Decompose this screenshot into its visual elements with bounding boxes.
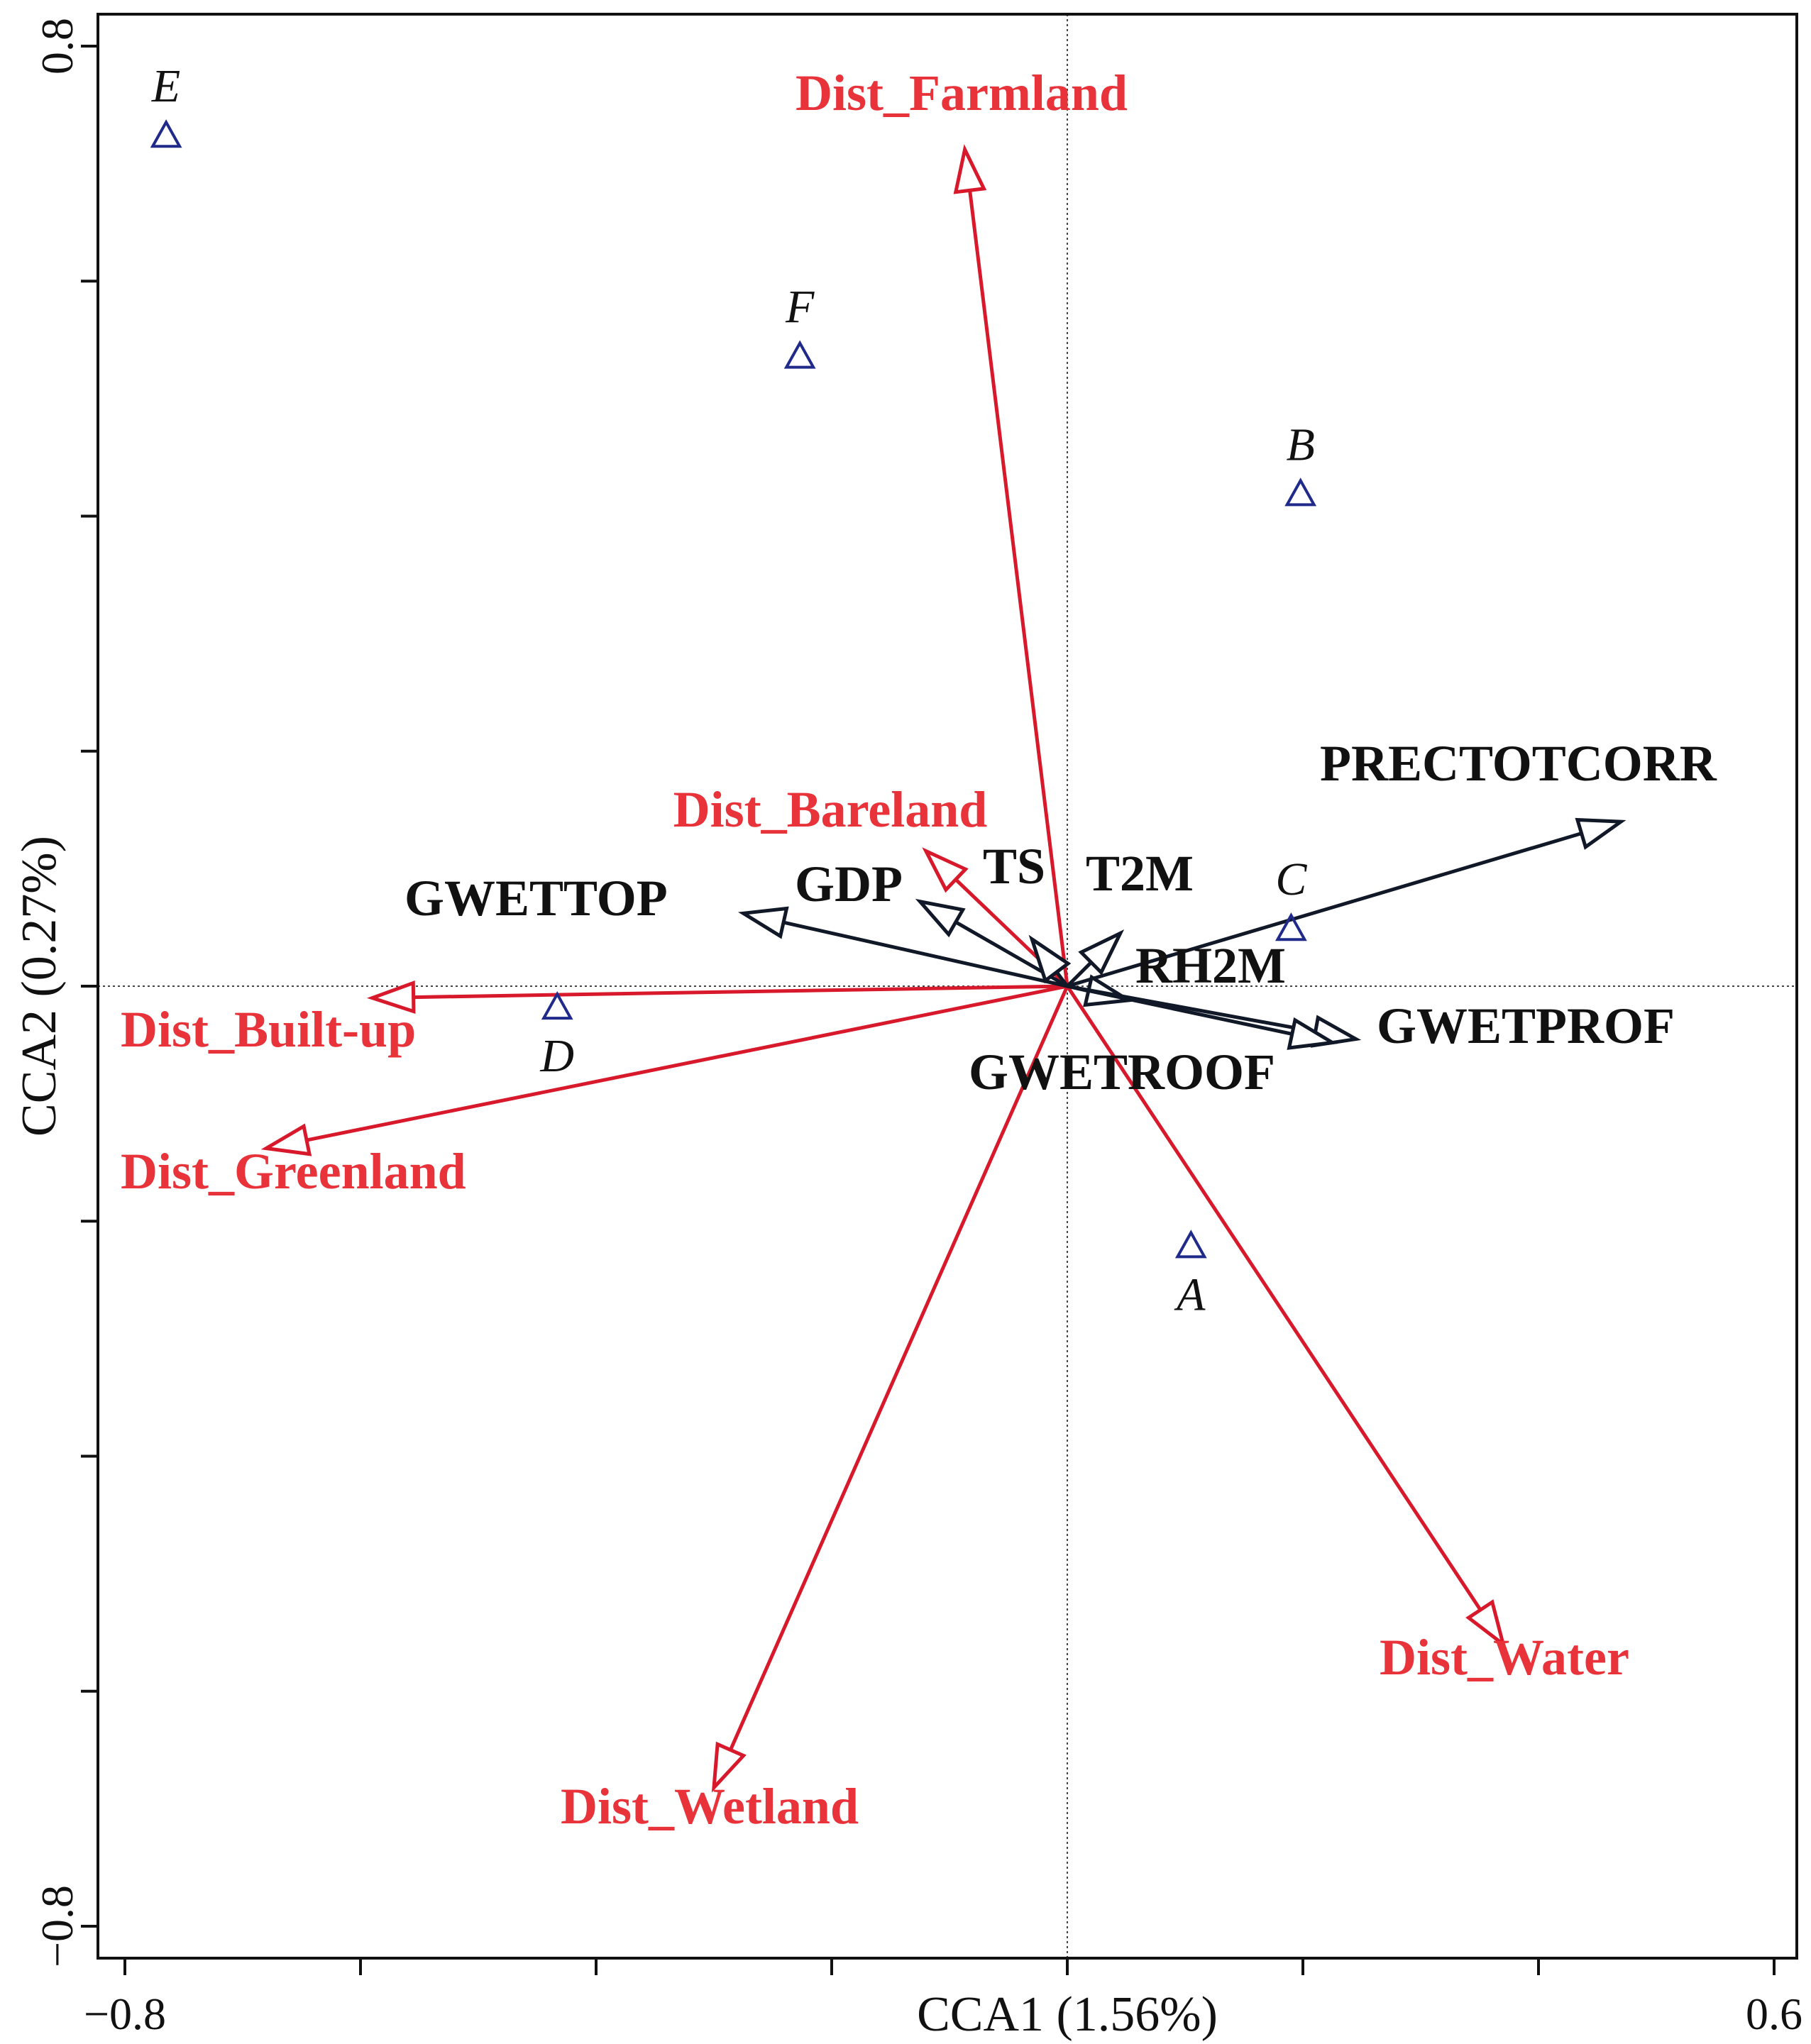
clim-vector-gwetprof-label: GWETPROF [1377,998,1675,1054]
clim-vector-gwetroof-shaft [1067,984,1293,1036]
site-d-marker [541,991,573,1020]
site-a-marker [1174,1230,1207,1259]
axis-ticks [81,45,1776,1975]
env-vector-dist-farmland-label: Dist_Farmland [796,65,1128,121]
env-vector-dist-built-up-shaft [413,984,1068,1000]
clim-vector-prectotcorr-head [1575,817,1626,850]
clim-vector-gwettop-shaft [783,920,1068,988]
env-vector-dist-wetland-shaft [729,985,1069,1751]
env-vector-dist-water-shaft [1065,985,1482,1611]
y-tick-label-max: 0.8 [32,18,82,74]
clim-vector-t2m-label: T2M [1086,845,1194,902]
clim-vector-rh2m-label: RH2M [1135,937,1286,994]
site-b-label: B [1287,419,1315,470]
clim-vector-prectotcorr-label: PRECTOTCORR [1320,735,1717,792]
env-vector-dist-greenland-label: Dist_Greenland [121,1143,466,1200]
site-f-label: F [785,282,815,333]
clim-vector-gwetroof-head [1287,1017,1338,1050]
site-c-label: C [1275,853,1307,905]
clim-vector-gdp-label: GDP [795,856,903,912]
site-e-label: E [151,60,180,112]
origin-reference-lines [98,14,1797,1958]
site-c-marker [1275,912,1307,941]
site-e-marker [150,119,182,148]
site-f-marker [783,340,816,369]
clim-vector-gwetroof-label: GWETROOF [969,1044,1275,1100]
clim-vector-ts-shaft [1055,971,1069,988]
env-vector-dist-wetland-label: Dist_Wetland [561,1778,859,1835]
env-vector-dist-greenland-head [260,1123,312,1156]
clim-vector-ts-label: TS [983,838,1045,895]
climate-vectors: PRECTOTCORR GWETTOP GDP TS T2M RH2M GWETPROF GW… [404,735,1717,1100]
env-vector-dist-farmland-shaft [968,190,1069,987]
clim-vector-t2m-shaft [1066,961,1093,988]
x-tick-label-min: −0.8 [84,1989,166,2039]
env-vector-dist-built-up-head [366,980,416,1015]
site-b-marker [1284,477,1317,507]
plot-frame [97,13,1798,1960]
env-vector-dist-water-head [1465,1599,1507,1649]
env-vector-dist-bareland-head [922,847,969,893]
clim-vector-ts-head [1028,934,1072,984]
environment-vectors: Dist_Farmland Dist_Bareland Dist_Built-up D… [121,65,1629,1835]
y-tick-label-min: −0.8 [32,1885,82,1967]
clim-vector-prectotcorr-shaft [1067,832,1582,988]
env-vector-dist-built-up-label: Dist_Built-up [121,1001,416,1058]
clim-vector-gwettop-label: GWETTOP [404,870,668,927]
env-vector-dist-farmland-head [953,144,987,194]
x-axis-title: CCA1 (1.56%) [917,1987,1218,2042]
x-tick-label-max: 0.6 [1746,1989,1802,2039]
env-vector-dist-greenland-shaft [306,984,1068,1142]
clim-vector-gwettop-head [738,906,789,939]
site-a-label: A [1174,1269,1206,1320]
env-vector-dist-wetland-head [711,1741,747,1793]
y-axis-title: CCA2 (0.27%) [12,836,67,1137]
site-markers: E F B C D A [150,60,1317,1320]
clim-vector-t2m-head [1078,929,1125,976]
env-vector-dist-bareland-label: Dist_Bareland [673,781,988,838]
clim-vector-gdp-head [915,898,966,938]
env-vector-dist-water-label: Dist_Water [1380,1629,1629,1686]
site-d-label: D [539,1030,574,1082]
